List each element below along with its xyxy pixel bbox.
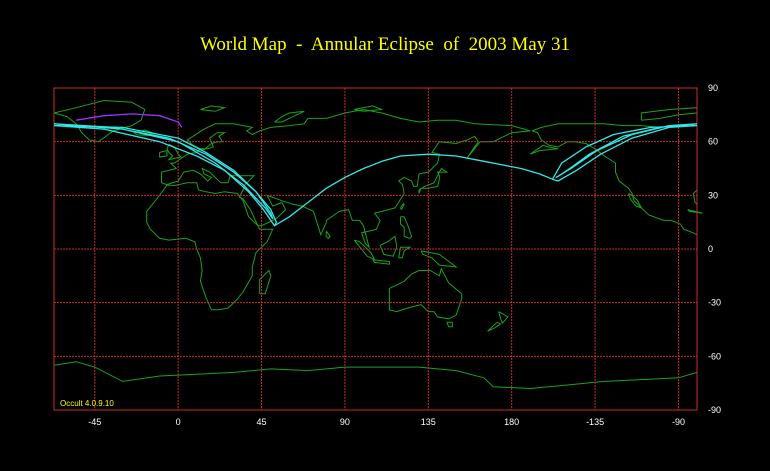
coastline-madagascar [259, 269, 272, 295]
coastline-java [372, 259, 390, 265]
eclipse-outer-limit-east [551, 124, 698, 182]
longitude-tick-label: 135 [421, 417, 436, 427]
eclipse-polar-limit-arc [76, 113, 183, 128]
latitude-tick-label: 0 [708, 244, 713, 254]
latitude-tick-label: -90 [708, 405, 721, 415]
coastline-borneo [379, 235, 398, 257]
coastline-svalbard [200, 105, 227, 112]
coastline-ireland [159, 149, 168, 158]
tick-label-layer: -45 0 45 90 135 180 -135 -90 90 60 30 0 -30 -60 -90 [88, 83, 721, 427]
coastline-new-zealand-north [498, 311, 509, 325]
coastline-layer [53, 99, 703, 390]
eclipse-inner-limit-west [53, 123, 274, 220]
coastline-eurasia [161, 108, 531, 249]
coastline-antarctica [53, 361, 698, 390]
coastline-sumatra [353, 239, 376, 261]
coastline-new-zealand-south [487, 321, 502, 332]
coastline-alaska-peninsula [529, 144, 559, 155]
coastline-new-guinea [420, 250, 458, 268]
eclipse-path-layer [53, 113, 698, 227]
coastline-japan [418, 167, 449, 194]
coastline-africa [146, 182, 274, 311]
latitude-tick-label: 90 [708, 83, 718, 93]
coastline-tasmania [446, 321, 453, 328]
coastline-baja-california [627, 193, 643, 209]
longitude-tick-label: 45 [257, 417, 267, 427]
coastline-australia [388, 267, 463, 320]
latitude-tick-label: 60 [708, 137, 718, 147]
latitude-tick-label: -30 [708, 298, 721, 308]
coastline-great-britain [166, 143, 182, 161]
software-version-label: Occult 4.0.9.10 [60, 399, 114, 408]
coastline-philippines [400, 216, 413, 239]
eclipse-inner-limit-east [555, 123, 698, 179]
map-title: World Map - Annular Eclipse of 2003 May … [200, 34, 570, 55]
eclipse-central-curve [274, 153, 553, 227]
longitude-tick-label: -90 [672, 417, 685, 427]
longitude-tick-label: -135 [586, 417, 604, 427]
longitude-tick-label: 90 [340, 417, 350, 427]
coastline-novaya-zemlya [274, 110, 305, 123]
coastline-severnaya-siberia-islands [354, 105, 383, 112]
coastline-taiwan [399, 203, 405, 210]
coastline-sri-lanka [325, 230, 331, 239]
latitude-tick-label: 30 [708, 190, 718, 200]
longitude-tick-label: 0 [176, 417, 181, 427]
longitude-tick-label: 180 [504, 417, 519, 427]
latitude-tick-label: -60 [708, 351, 721, 361]
coastline-scandinavia-baltic [200, 132, 227, 151]
coastline-cuba [687, 209, 703, 214]
longitude-tick-label: -45 [88, 417, 101, 427]
graticule-layer [53, 87, 698, 411]
